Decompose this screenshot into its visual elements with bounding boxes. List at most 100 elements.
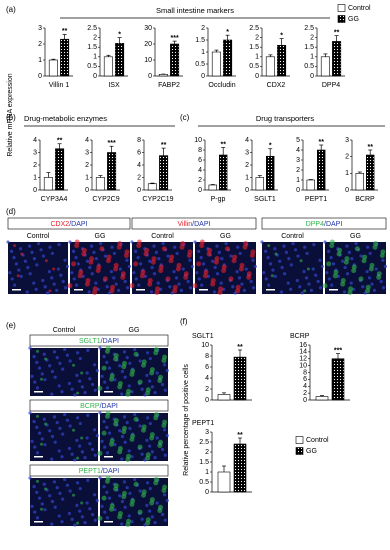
nucleus xyxy=(98,476,102,480)
nucleus xyxy=(61,432,65,436)
significance: ** xyxy=(237,432,243,439)
nucleus xyxy=(163,518,167,522)
stain-box xyxy=(261,217,387,230)
nucleus xyxy=(302,270,306,274)
stain-signal xyxy=(145,452,151,458)
stain-signal xyxy=(362,254,368,260)
nucleus xyxy=(28,244,32,248)
nucleus xyxy=(311,267,315,271)
nucleus xyxy=(273,274,278,278)
significance: *** xyxy=(108,140,116,147)
legend-label: Control xyxy=(306,437,329,444)
nucleus xyxy=(289,263,293,267)
nucleus xyxy=(136,256,140,260)
stain-signal xyxy=(141,359,147,365)
nucleus xyxy=(63,347,67,352)
nucleus xyxy=(331,262,336,266)
nucleus xyxy=(63,412,67,417)
stain-marker: DPP4 xyxy=(306,221,324,228)
y-tick-label: 0 xyxy=(205,397,209,404)
nucleus xyxy=(58,426,62,430)
stain-signal xyxy=(162,484,168,490)
nucleus xyxy=(70,517,74,521)
y-tick-label: 16 xyxy=(299,342,307,349)
nucleus xyxy=(65,264,69,269)
nucleus xyxy=(43,443,47,447)
stain-signal xyxy=(153,476,159,482)
nucleus xyxy=(128,491,132,495)
x-label: ISX xyxy=(108,82,120,89)
stain-counterstain: /DAPI xyxy=(324,221,342,228)
nucleus xyxy=(105,516,110,520)
nucleus xyxy=(186,279,190,284)
stain-signal xyxy=(109,373,115,379)
stain-marker: PEPT1 xyxy=(79,468,101,475)
nucleus xyxy=(138,359,142,363)
nucleus xyxy=(295,278,299,283)
bar xyxy=(55,148,65,191)
nucleus xyxy=(105,360,109,364)
nucleus xyxy=(100,374,104,378)
y-tick-label: 2 xyxy=(205,449,209,456)
scale-bar xyxy=(34,521,43,523)
nucleus xyxy=(323,240,327,244)
nucleus xyxy=(46,291,50,295)
nucleus xyxy=(48,494,52,498)
y-tick-label: 1.5 xyxy=(304,44,314,51)
nucleus xyxy=(109,270,113,274)
stain-signal xyxy=(13,244,17,248)
nucleus xyxy=(30,250,34,254)
stain-signal xyxy=(52,267,56,271)
condition-label: Control xyxy=(53,327,76,334)
y-tick-label: 4 xyxy=(85,137,89,144)
nucleus xyxy=(93,453,97,457)
nucleus xyxy=(10,277,14,281)
stain-signal xyxy=(214,256,220,262)
nucleus xyxy=(266,256,270,260)
nucleus xyxy=(60,520,64,524)
bar xyxy=(95,177,105,191)
y-tick-label: 4 xyxy=(245,137,249,144)
legend-label: GG xyxy=(306,448,317,455)
nucleus xyxy=(251,286,256,290)
stain-signal xyxy=(235,284,241,290)
nucleus xyxy=(118,364,122,368)
nucleus xyxy=(93,363,97,367)
panel-label: (c) xyxy=(180,113,190,122)
nucleus xyxy=(87,290,91,294)
nucleus xyxy=(145,373,149,377)
nucleus xyxy=(28,272,32,276)
nucleus xyxy=(112,251,116,256)
y-tick-label: 10 xyxy=(201,342,209,349)
y-tick-label: 3 xyxy=(245,149,249,156)
nucleus xyxy=(127,449,131,453)
y-tick-label: 8 xyxy=(198,147,202,154)
nucleus xyxy=(40,502,44,506)
nucleus xyxy=(19,247,23,251)
stain-signal xyxy=(140,269,146,275)
nucleus xyxy=(103,380,107,384)
stain-signal xyxy=(106,254,112,260)
nucleus xyxy=(160,447,165,452)
nucleus xyxy=(60,455,64,459)
stain-signal xyxy=(158,439,164,445)
nucleus xyxy=(160,512,165,517)
stain-counterstain: /DAPI xyxy=(100,403,118,410)
y-tick-label: 8 xyxy=(137,137,141,144)
nucleus xyxy=(68,240,72,244)
nucleus xyxy=(123,279,127,284)
nucleus xyxy=(90,272,94,276)
stain-signal xyxy=(306,267,310,271)
stain-signal xyxy=(20,252,24,256)
stain-signal xyxy=(358,276,364,282)
nucleus xyxy=(28,476,32,480)
nucleus xyxy=(286,281,290,285)
y-tick-label: 12 xyxy=(299,356,307,363)
nucleus xyxy=(150,450,154,454)
x-label: BCRP xyxy=(355,196,375,203)
nucleus xyxy=(50,457,54,461)
stain-marker: Villin xyxy=(178,221,193,228)
nucleus xyxy=(55,486,59,490)
nucleus xyxy=(365,270,369,274)
nucleus xyxy=(215,244,219,248)
